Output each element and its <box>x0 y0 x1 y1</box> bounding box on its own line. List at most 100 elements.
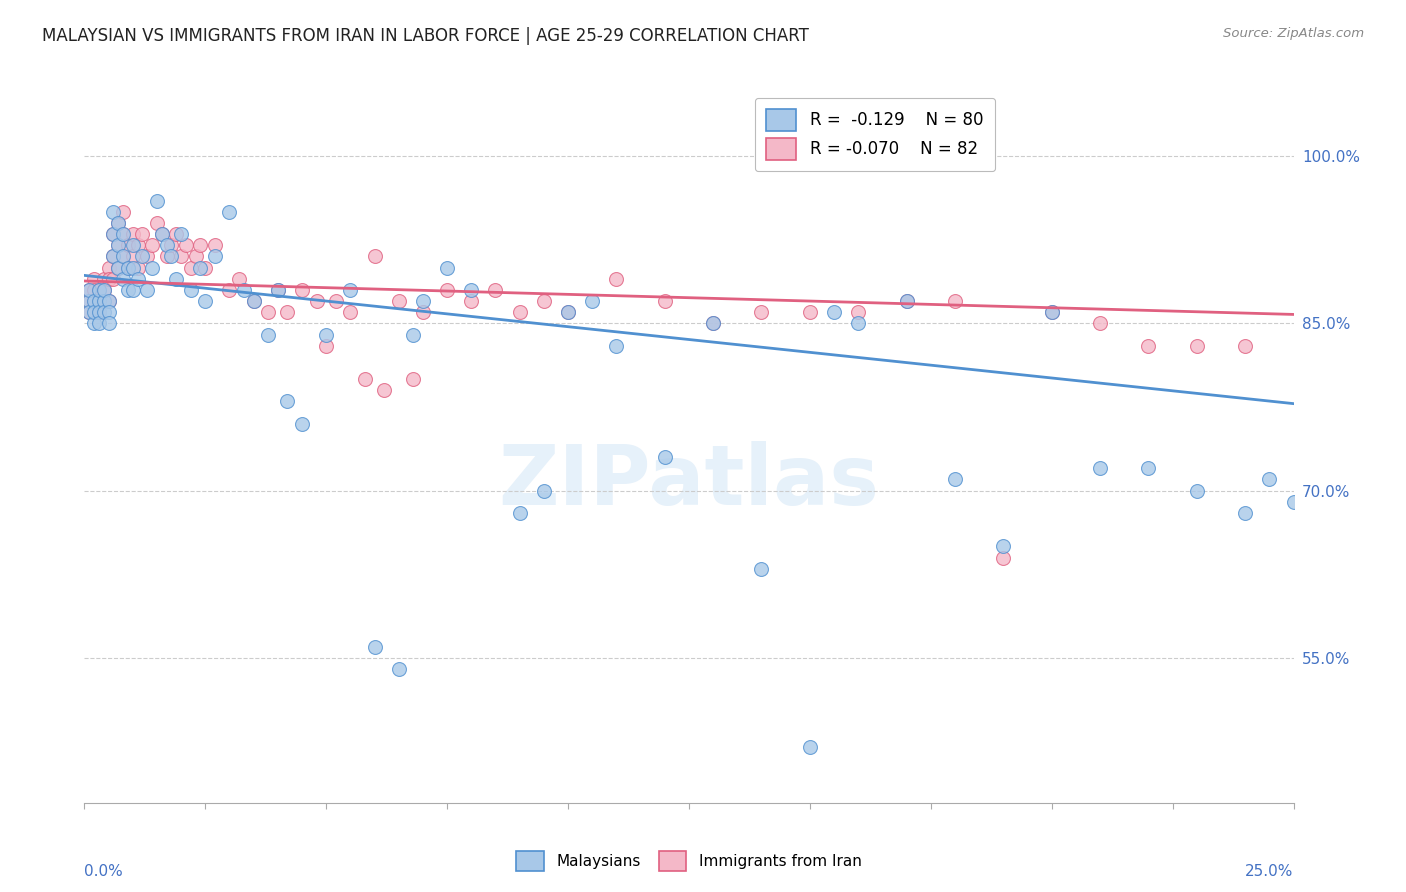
Point <box>354 372 377 386</box>
Point <box>436 283 458 297</box>
Point <box>121 283 143 297</box>
Point <box>751 305 773 319</box>
Point <box>83 317 105 331</box>
Point <box>77 294 100 309</box>
Point <box>1258 473 1281 487</box>
Point <box>194 260 217 275</box>
Point <box>117 283 139 297</box>
Point <box>87 294 110 309</box>
Point <box>103 250 125 264</box>
Point <box>93 294 115 309</box>
Point <box>460 294 482 309</box>
Point <box>533 294 555 309</box>
Point <box>107 216 129 230</box>
Point <box>1088 317 1111 331</box>
Point <box>83 294 105 309</box>
Point <box>136 250 159 264</box>
Point <box>103 205 125 219</box>
Point <box>112 205 135 219</box>
Point <box>943 473 966 487</box>
Point <box>83 294 105 309</box>
Point <box>87 317 110 331</box>
Text: 0.0%: 0.0% <box>84 864 124 880</box>
Point <box>103 250 125 264</box>
Point <box>557 305 579 319</box>
Point <box>257 305 280 319</box>
Point <box>1040 305 1063 319</box>
Point <box>93 283 115 297</box>
Point <box>112 250 135 264</box>
Point <box>97 294 120 309</box>
Point <box>267 283 290 297</box>
Point <box>174 238 197 252</box>
Text: Source: ZipAtlas.com: Source: ZipAtlas.com <box>1223 27 1364 40</box>
Point <box>267 283 290 297</box>
Point <box>533 483 555 498</box>
Text: 25.0%: 25.0% <box>1246 864 1294 880</box>
Point <box>1040 305 1063 319</box>
Point <box>257 327 280 342</box>
Point <box>97 317 120 331</box>
Point <box>305 294 328 309</box>
Point <box>83 305 105 319</box>
Point <box>557 305 579 319</box>
Point <box>83 272 105 286</box>
Point <box>93 283 115 297</box>
Point <box>93 294 115 309</box>
Point <box>77 283 100 297</box>
Point <box>993 550 1015 565</box>
Point <box>291 417 314 431</box>
Point <box>87 294 110 309</box>
Point <box>165 227 187 242</box>
Text: ZIPatlas: ZIPatlas <box>499 442 879 522</box>
Point <box>1137 339 1160 353</box>
Point <box>117 260 139 275</box>
Point <box>170 227 193 242</box>
Point <box>654 294 676 309</box>
Point <box>146 216 169 230</box>
Point <box>103 227 125 242</box>
Point <box>184 250 207 264</box>
Point <box>799 305 821 319</box>
Point <box>605 272 627 286</box>
Point <box>97 305 120 319</box>
Point <box>121 260 143 275</box>
Point <box>846 305 869 319</box>
Text: MALAYSIAN VS IMMIGRANTS FROM IRAN IN LABOR FORCE | AGE 25-29 CORRELATION CHART: MALAYSIAN VS IMMIGRANTS FROM IRAN IN LAB… <box>42 27 808 45</box>
Point <box>1137 461 1160 475</box>
Point <box>87 283 110 297</box>
Point <box>136 283 159 297</box>
Point <box>484 283 506 297</box>
Point <box>112 227 135 242</box>
Point <box>160 238 183 252</box>
Point <box>460 283 482 297</box>
Point <box>1088 461 1111 475</box>
Point <box>276 305 298 319</box>
Point <box>896 294 918 309</box>
Point <box>97 260 120 275</box>
Point <box>97 294 120 309</box>
Point <box>121 238 143 252</box>
Point <box>141 260 163 275</box>
Point <box>388 294 411 309</box>
Point <box>242 294 264 309</box>
Point <box>363 640 385 654</box>
Point <box>141 238 163 252</box>
Point <box>218 205 240 219</box>
Point <box>97 272 120 286</box>
Point <box>87 283 110 297</box>
Point <box>77 305 100 319</box>
Point <box>1185 339 1208 353</box>
Point <box>112 272 135 286</box>
Point <box>228 272 250 286</box>
Legend: Malaysians, Immigrants from Iran: Malaysians, Immigrants from Iran <box>510 846 868 877</box>
Point <box>83 283 105 297</box>
Point <box>751 562 773 576</box>
Point <box>93 305 115 319</box>
Point <box>194 294 217 309</box>
Point <box>204 250 226 264</box>
Point <box>402 372 425 386</box>
Point <box>155 250 177 264</box>
Point <box>339 305 361 319</box>
Point <box>146 194 169 208</box>
